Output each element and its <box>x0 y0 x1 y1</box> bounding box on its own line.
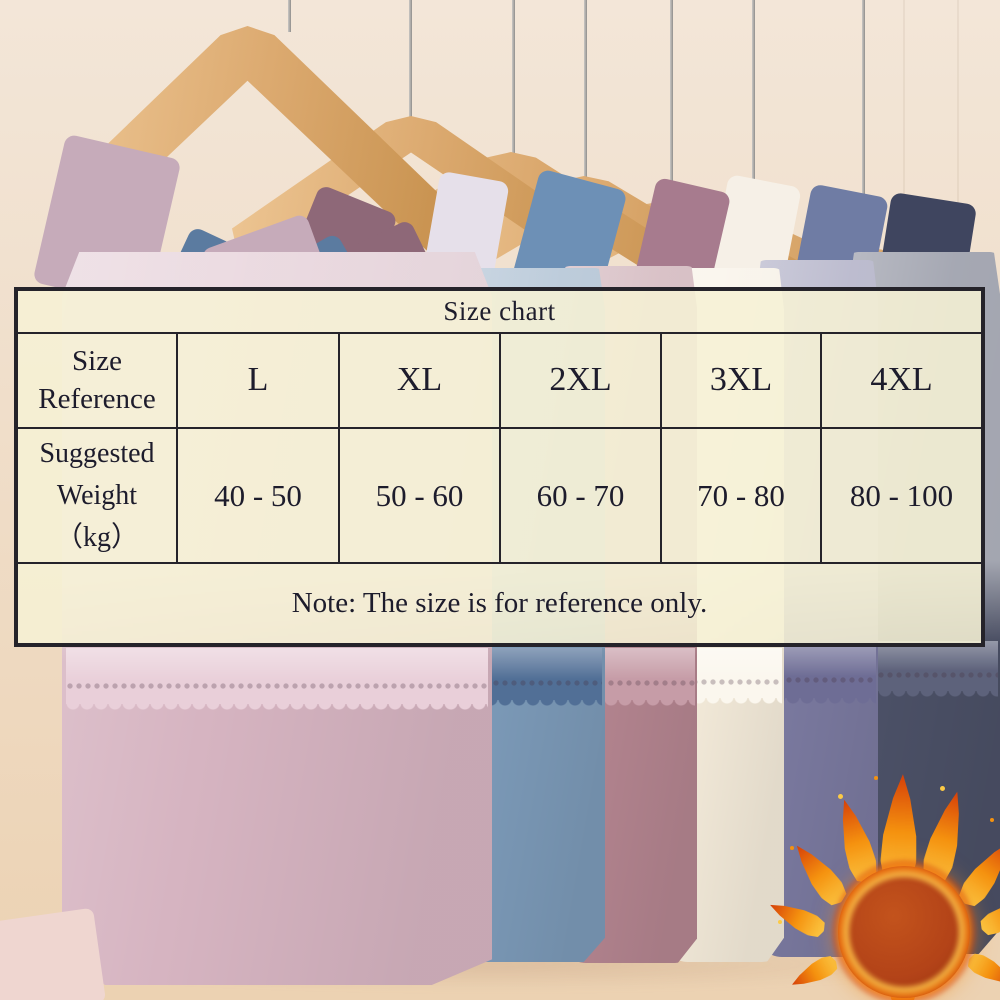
flame-spark <box>838 794 843 799</box>
size-chart-title: Size chart <box>17 290 982 334</box>
suggested-weight-header: Suggested Weight （kg） <box>17 427 177 564</box>
flame-spark <box>990 818 994 822</box>
size-reference-line2: Reference <box>38 383 156 416</box>
weight-cell-2xl: 60 - 70 <box>499 427 661 564</box>
size-chart-table: Size chart Size Reference L XL 2XL 3XL 4… <box>14 287 985 647</box>
weight-cell-xl: 50 - 60 <box>338 427 500 564</box>
size-cell-3xl: 3XL <box>660 333 821 428</box>
hanger-rod <box>670 0 673 207</box>
flame-spark <box>778 920 782 924</box>
hanger-rod <box>288 0 291 32</box>
size-cell-2xl: 2XL <box>499 333 661 428</box>
garment-corner <box>0 907 107 1000</box>
weight-label-line2: Weight <box>56 479 138 511</box>
wall-seam <box>903 0 905 260</box>
hanger-rod <box>512 0 515 162</box>
size-chart-note: Note: The size is for reference only. <box>17 563 982 644</box>
flame-spark <box>874 776 878 780</box>
size-cell-xl: XL <box>338 333 500 428</box>
hanger-rod <box>409 0 412 122</box>
weight-cell-3xl: 70 - 80 <box>660 427 821 564</box>
flame-spark <box>940 786 945 791</box>
weight-label-line1: Suggested <box>39 437 155 469</box>
size-cell-l: L <box>177 333 339 428</box>
lace-trim <box>66 648 488 712</box>
weight-cell-4xl: 80 - 100 <box>821 427 982 564</box>
hanger-rod <box>862 0 865 250</box>
flame-ball <box>838 866 970 998</box>
flame-spark <box>790 846 794 850</box>
weight-cell-l: 40 - 50 <box>177 427 339 564</box>
weight-label-line3: （kg） <box>54 521 139 553</box>
hanger-rod <box>584 0 587 184</box>
size-reference-line1: Size <box>72 345 122 378</box>
wall-seam <box>957 0 959 260</box>
flame-icon <box>778 780 1000 1000</box>
size-cell-4xl: 4XL <box>821 333 982 428</box>
size-reference-header: Size Reference <box>17 333 177 428</box>
hanger-rod <box>752 0 755 228</box>
